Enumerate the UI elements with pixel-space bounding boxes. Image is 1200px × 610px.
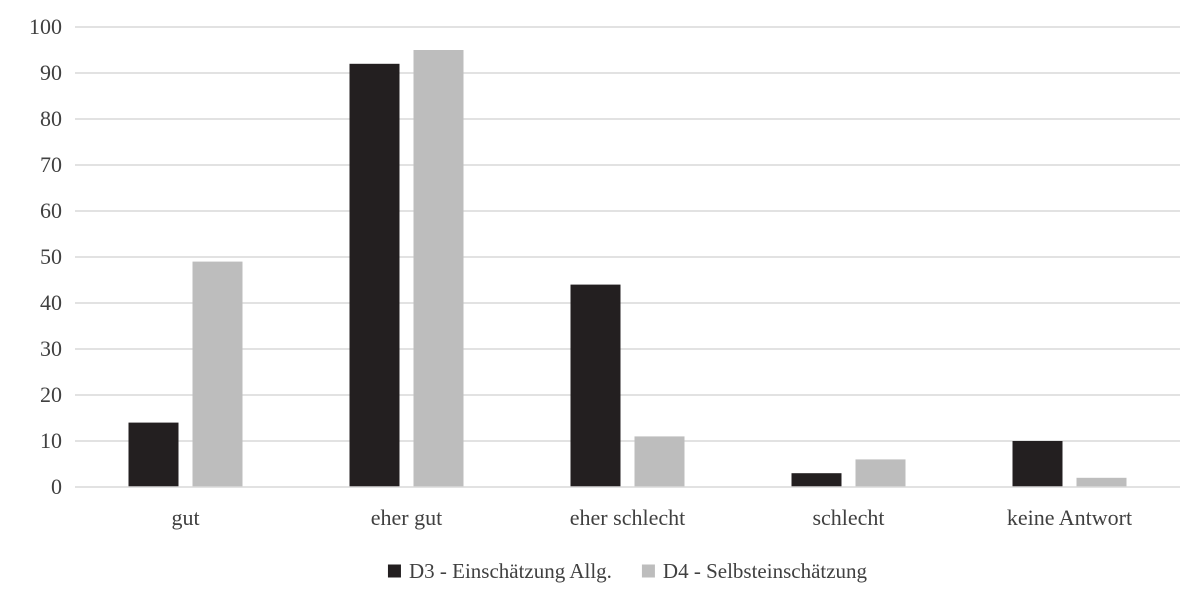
bar-series-1-gut — [128, 422, 179, 487]
x-axis-tick-labels: gut eher gut eher schlecht schlecht keine An… — [171, 505, 1132, 530]
y-axis-tick-labels: 0 10 20 30 40 50 60 70 80 90 100 — [29, 14, 62, 499]
x-tick-label: keine Antwort — [1007, 505, 1132, 530]
bar-series-2-gut — [192, 261, 243, 487]
x-tick-label: gut — [171, 505, 199, 530]
y-tick-label: 100 — [29, 14, 62, 39]
bar-series-2-eher-gut — [413, 50, 464, 487]
y-tick-label: 60 — [40, 198, 62, 223]
x-tick-label: schlecht — [812, 505, 884, 530]
y-tick-label: 80 — [40, 106, 62, 131]
y-tick-label: 20 — [40, 382, 62, 407]
legend-swatch-series-2 — [641, 564, 655, 578]
y-tick-label: 0 — [51, 474, 62, 499]
bars — [128, 50, 1127, 488]
legend: D3 - Einschätzung Allg. D4 - Selbsteinsch… — [387, 559, 868, 583]
x-tick-label: eher gut — [371, 505, 442, 530]
gridlines — [75, 26, 1180, 442]
bar-series-2-keine-antwort — [1076, 477, 1127, 487]
bar-series-1-eher-schlecht — [570, 284, 621, 487]
bar-series-1-keine-antwort — [1012, 441, 1063, 487]
legend-label: D3 - Einschätzung Allg. — [409, 559, 612, 583]
bar-series-2-schlecht — [855, 459, 906, 487]
legend-swatch-series-1 — [387, 564, 401, 578]
y-tick-label: 40 — [40, 290, 62, 315]
y-tick-label: 70 — [40, 152, 62, 177]
x-tick-label: eher schlecht — [570, 505, 685, 530]
y-tick-label: 30 — [40, 336, 62, 361]
y-tick-label: 10 — [40, 428, 62, 453]
legend-label: D4 - Selbsteinschätzung — [663, 559, 868, 583]
bar-series-1-eher-gut — [349, 63, 400, 488]
bar-series-2-eher-schlecht — [634, 436, 685, 487]
bar-series-1-schlecht — [791, 473, 842, 487]
y-tick-label: 90 — [40, 60, 62, 85]
y-tick-label: 50 — [40, 244, 62, 269]
